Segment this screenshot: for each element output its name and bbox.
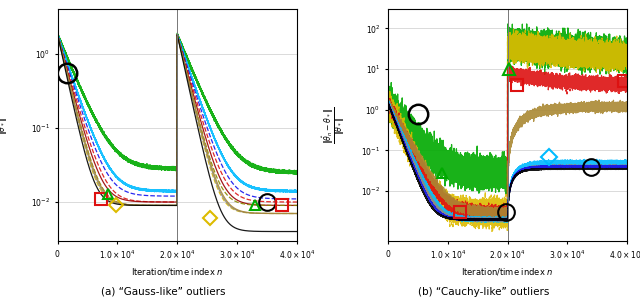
X-axis label: Iteration/time index $n$: Iteration/time index $n$ xyxy=(131,266,223,278)
Y-axis label: $\frac{\|\hat{\theta}_n - \theta_*\|}{\|\theta_*\|}$: $\frac{\|\hat{\theta}_n - \theta_*\|}{\|… xyxy=(321,106,347,144)
Text: (b) “Cauchy-like” outliers: (b) “Cauchy-like” outliers xyxy=(417,287,549,297)
Text: (a) “Gauss-like” outliers: (a) “Gauss-like” outliers xyxy=(101,287,225,297)
Y-axis label: $\frac{\|\hat{\theta}_n - \theta_*\|}{\|\theta_*\|}$: $\frac{\|\hat{\theta}_n - \theta_*\|}{\|… xyxy=(0,106,10,144)
X-axis label: Iteration/time index $n$: Iteration/time index $n$ xyxy=(461,266,554,278)
